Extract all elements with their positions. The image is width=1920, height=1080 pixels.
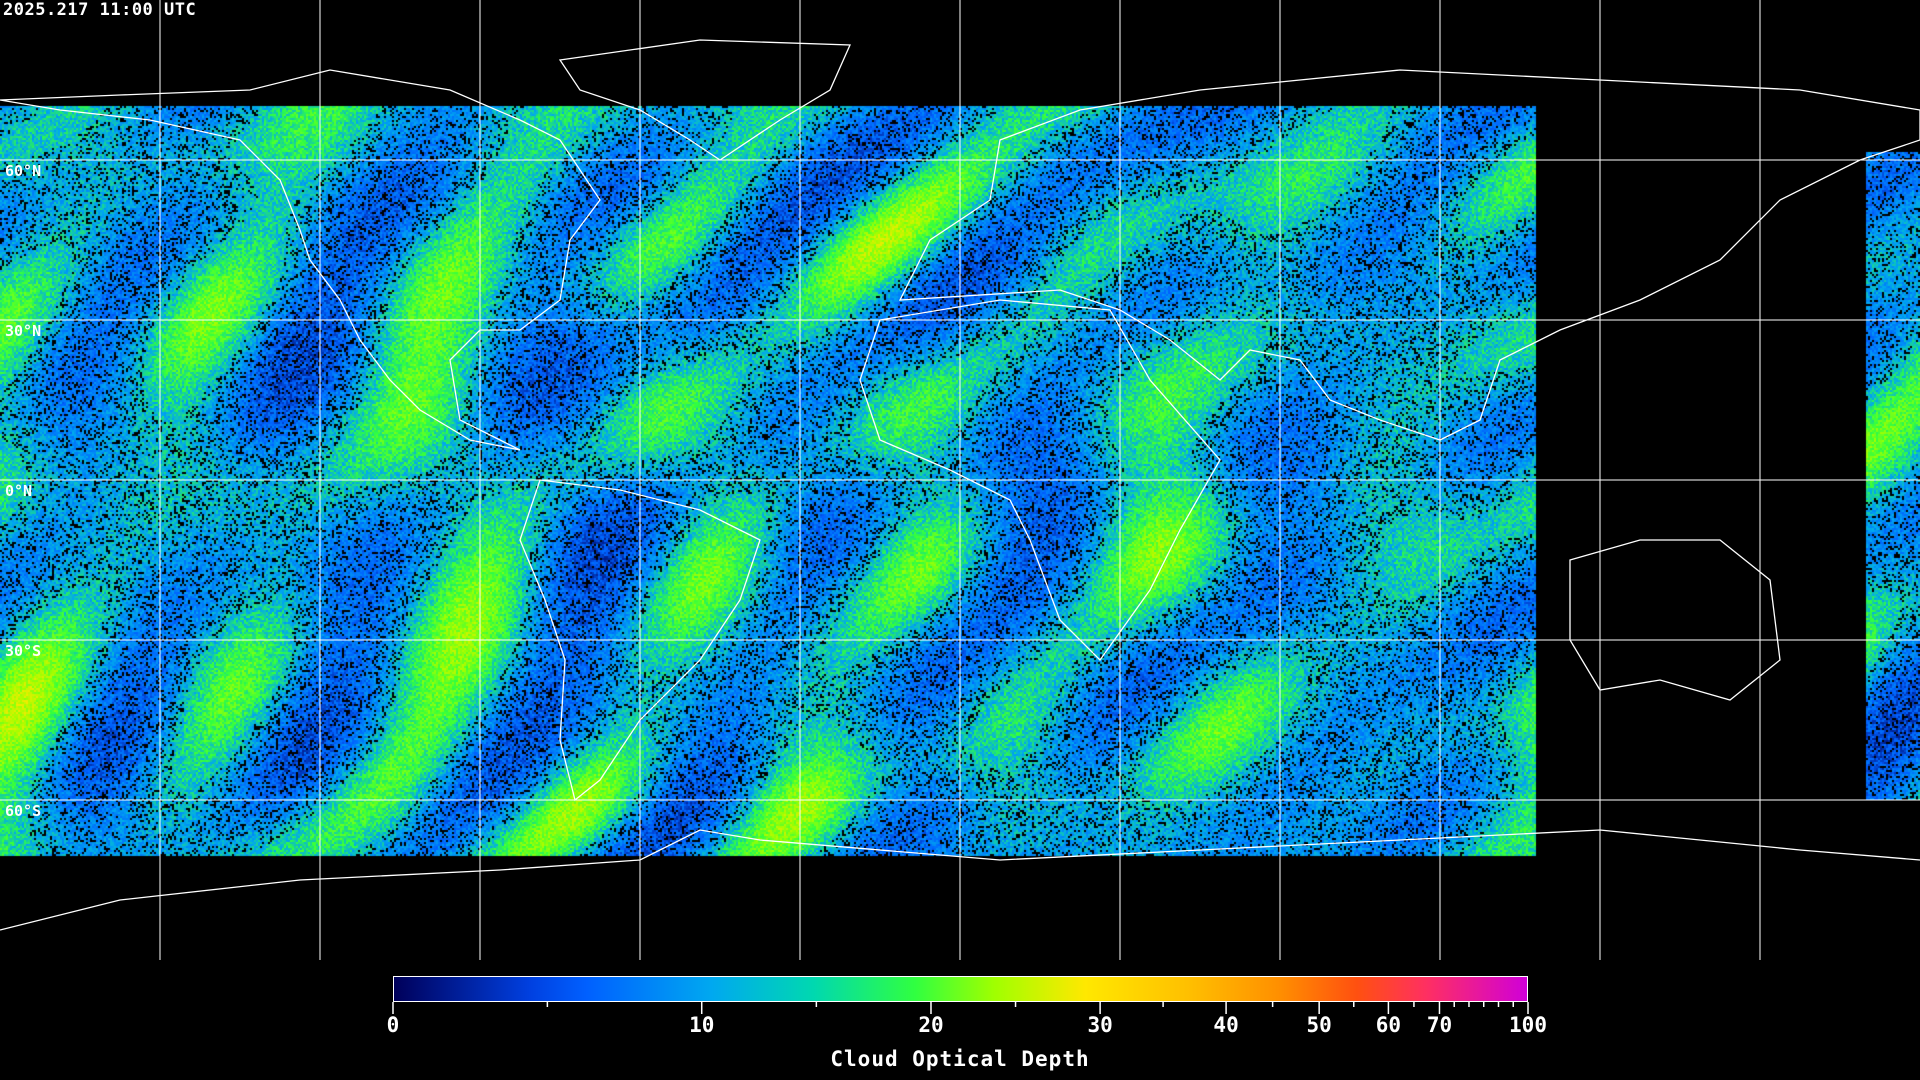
- colorbar-tick-label: 60: [1375, 1013, 1402, 1037]
- cloud-optical-depth-map: 2025.217 11:00 UTC 60°N 30°N 0°N 30°S 60°S: [0, 0, 1920, 960]
- colorbar-tick-label: 20: [918, 1013, 944, 1037]
- colorbar-tick-label: 10: [689, 1013, 715, 1037]
- colorbar-tick-label: 70: [1426, 1013, 1453, 1037]
- coastline-eurasia: [898, 69, 1920, 441]
- coastline-greenland: [558, 39, 851, 161]
- colorbar-tick-label: 0: [386, 1013, 400, 1037]
- coastline-africa: [859, 299, 1221, 662]
- colorbar-tick-label: 50: [1306, 1013, 1332, 1037]
- lat-label: 0°N: [5, 482, 33, 500]
- timestamp: 2025.217 11:00 UTC: [3, 0, 197, 20]
- colorbar-title: Cloud Optical Depth: [830, 1047, 1090, 1071]
- colorbar-tick-label: 40: [1213, 1013, 1239, 1037]
- lat-lon-grid: [0, 0, 1920, 960]
- colorbar: [393, 976, 1528, 1002]
- colorbar-tick-label: 100: [1509, 1013, 1547, 1037]
- coastline-australia: [1569, 539, 1781, 701]
- colorbar-tick-label: 30: [1087, 1013, 1113, 1037]
- lat-label: 60°S: [5, 802, 42, 820]
- lat-label: 30°N: [5, 322, 42, 340]
- map-overlay: [0, 0, 1920, 960]
- coastline-south-america: [519, 479, 761, 802]
- lat-label: 60°N: [5, 162, 42, 180]
- coastline-north-america: [0, 69, 601, 451]
- lat-label: 30°S: [5, 642, 42, 660]
